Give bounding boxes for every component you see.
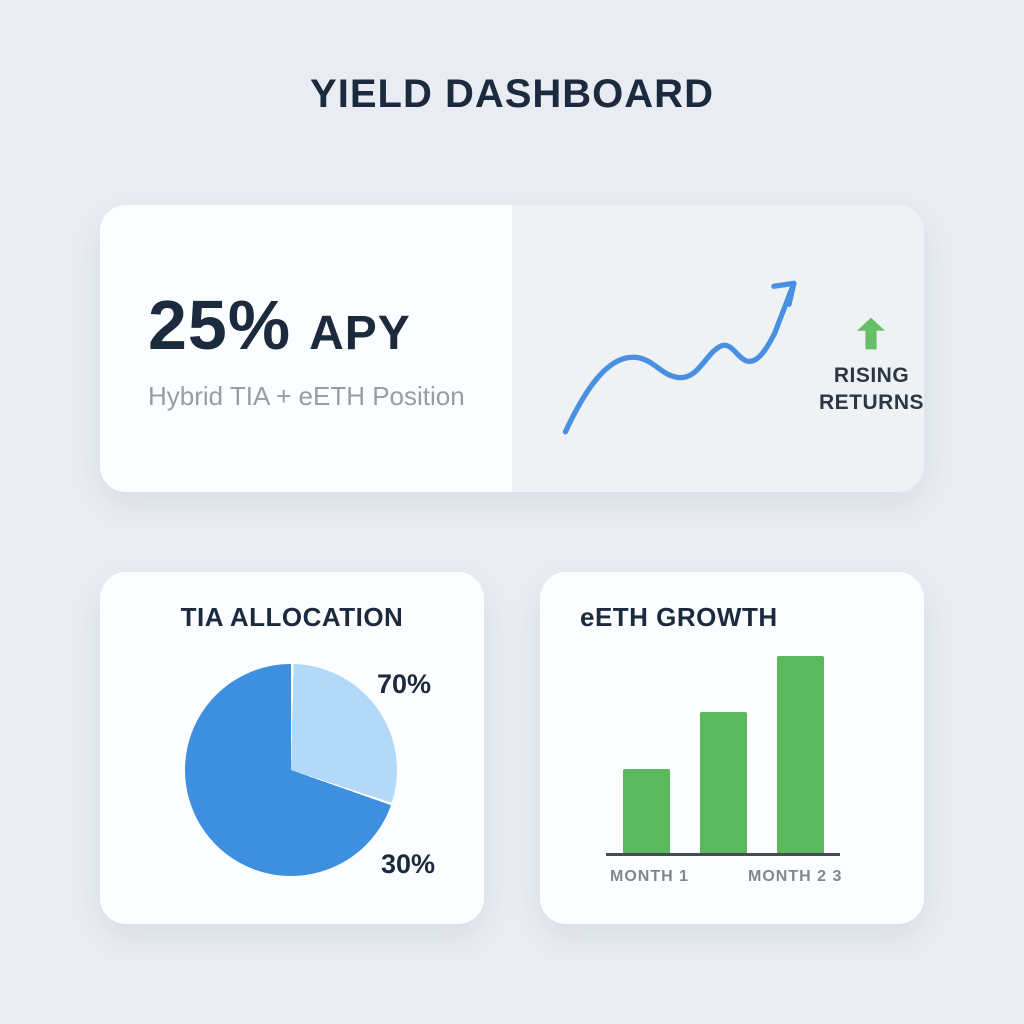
trend-arrowhead-icon	[771, 280, 797, 307]
growth-bar-3	[776, 656, 824, 853]
apy-card: 25% APY Hybrid TIA + eETH Position RISIN…	[100, 205, 924, 492]
trend-line-chart	[562, 280, 797, 434]
month-label-1: MONTH 1	[610, 868, 689, 885]
trend-text: RISING RETURNS	[819, 362, 924, 417]
month-label-2-3: MONTH 2 3	[748, 868, 843, 885]
tia-allocation-title: TIA ALLOCATION	[180, 602, 404, 632]
apy-value: 25%	[148, 286, 292, 364]
page-title: YIELD DASHBOARD	[310, 72, 714, 116]
pie-label-70: 70%	[377, 669, 432, 699]
eeth-growth-title: eETH GROWTH	[580, 602, 778, 632]
growth-bar-1	[622, 769, 670, 853]
eeth-growth-axis-labels: MONTH 1 MONTH 2 3	[606, 856, 843, 890]
growth-bar-2	[699, 712, 747, 853]
eeth-growth-card: eETH GROWTH MONTH 1 MONTH 2 3	[540, 572, 924, 924]
apy-unit-label: APY	[309, 307, 411, 360]
apy-row: 25% APY	[148, 285, 512, 365]
trend-panel: RISING RETURNS	[512, 205, 924, 492]
trend-label: RISING RETURNS	[819, 317, 924, 417]
tia-allocation-card: TIA ALLOCATION 70% 30%	[100, 572, 484, 924]
trend-label-line1: RISING	[833, 363, 910, 387]
eeth-growth-chart: MONTH 1 MONTH 2 3	[606, 628, 843, 890]
apy-subtitle: Hybrid TIA + eETH Position	[148, 381, 465, 411]
apy-summary-panel: 25% APY Hybrid TIA + eETH Position	[100, 205, 512, 492]
pie-label-30: 30%	[381, 849, 436, 879]
up-arrow-icon	[857, 317, 886, 350]
eeth-growth-bars	[606, 628, 840, 856]
trend-label-line2: RETURNS	[818, 391, 924, 414]
tia-allocation-pie	[185, 664, 397, 876]
dashboard-grid: TIA ALLOCATION 70% 30% eETH GROWTH MONTH…	[100, 572, 924, 924]
trend-line	[562, 280, 797, 434]
